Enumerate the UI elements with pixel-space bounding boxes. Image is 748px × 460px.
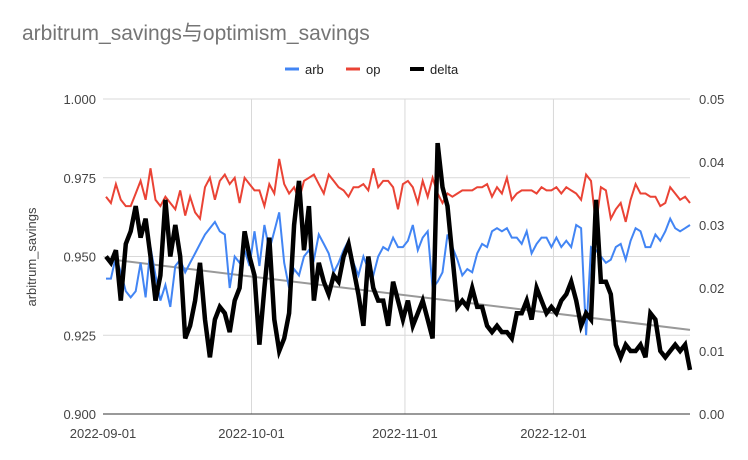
legend-label-op: op xyxy=(366,62,380,77)
x-tick-label: 2022-09-01 xyxy=(70,426,137,441)
y2-tick-label: 0.05 xyxy=(699,92,724,107)
y2-tick-label: 0.02 xyxy=(699,281,724,296)
y2-tick-label: 0.04 xyxy=(699,155,724,170)
y-tick-label: 0.950 xyxy=(63,250,96,265)
legend-label-delta: delta xyxy=(430,62,459,77)
y-axis-label: arbitrum_savings xyxy=(24,207,39,306)
y-tick-label: 1.000 xyxy=(63,92,96,107)
series-lines xyxy=(104,142,693,371)
series-line-op xyxy=(105,158,691,226)
y-tick-label: 0.975 xyxy=(63,171,96,186)
legend-label-arb: arb xyxy=(305,62,324,77)
y2-tick-label: 0.00 xyxy=(699,407,724,422)
x-tick-label: 2022-12-01 xyxy=(520,426,587,441)
x-tick-label: 2022-11-01 xyxy=(372,426,438,441)
y-tick-label: 0.925 xyxy=(63,328,96,343)
chart-title: arbitrum_savings与optimism_savings xyxy=(22,22,370,45)
axes: 0.900 0.925 0.950 0.975 1.000 0.00 0.01 0.02 0.0… xyxy=(63,92,724,441)
y2-tick-label: 0.03 xyxy=(699,218,724,233)
x-tick-label: 2022-10-01 xyxy=(218,426,285,441)
y-tick-label: 0.900 xyxy=(63,407,96,422)
y2-tick-label: 0.01 xyxy=(699,344,724,359)
legend: arb op delta xyxy=(285,62,459,77)
